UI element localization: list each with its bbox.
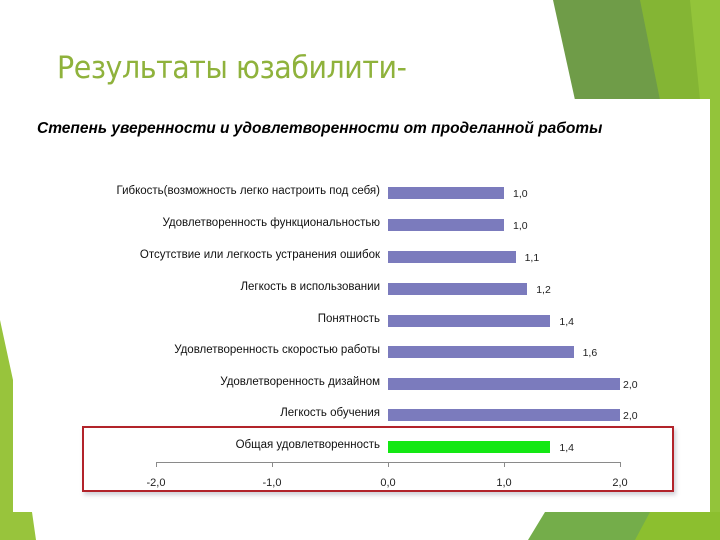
x-tick (156, 462, 157, 467)
bar-row: Понятность 1,4 (14, 313, 710, 329)
x-tick (504, 462, 505, 467)
category-label: Легкость в использовании (240, 281, 380, 293)
x-tick (272, 462, 273, 467)
bar (388, 441, 551, 453)
bar (388, 315, 551, 327)
value-label: 1,1 (524, 252, 540, 264)
category-label: Гибкость(возможность легко настроить под… (116, 185, 381, 197)
bar (388, 283, 528, 295)
bar (388, 187, 504, 199)
value-label: 1,2 (536, 284, 551, 296)
bar-row: Общая удовлетворенность 1,4 (14, 439, 710, 455)
x-tick-label: -2,0 (146, 477, 166, 489)
category-label: Легкость обучения (280, 407, 380, 419)
highlight-box-overall (82, 426, 674, 492)
category-label: Общая удовлетворенность (235, 439, 380, 451)
category-label: Отсутствие или легкость устранения ошибо… (139, 249, 380, 261)
x-tick-label: 0,0 (380, 477, 396, 489)
x-tick (388, 462, 389, 467)
bar-row: Удовлетворенность функциональностью 1,0 (14, 217, 710, 233)
slide-title: Результаты юзабилити- (57, 50, 407, 86)
value-label: 1,0 (513, 188, 528, 200)
bar-row: Отсутствие или легкость устранения ошибо… (14, 249, 710, 265)
bar-row: Легкость обучения 2,0 (14, 407, 710, 423)
bar (388, 409, 620, 421)
category-label: Удовлетворенность функциональностью (162, 217, 380, 229)
chart-title: Степень уверенности и удовлетворенности … (37, 120, 603, 137)
bar-row: Легкость в использовании 1,2 (14, 281, 710, 297)
bar-row: Удовлетворенность дизайном 2,0 (14, 376, 710, 392)
x-tick-label: 1,0 (496, 477, 512, 489)
bar (388, 219, 504, 231)
category-label: Понятность (317, 313, 380, 325)
category-label: Удовлетворенность скоростью работы (174, 344, 380, 356)
bar-chart: Степень уверенности и удовлетворенности … (14, 99, 710, 512)
bar (388, 251, 516, 263)
x-tick-label: 2,0 (612, 477, 628, 489)
value-label: 1,4 (559, 442, 574, 454)
bar-row: Гибкость(возможность легко настроить под… (14, 185, 710, 201)
x-tick (620, 462, 621, 467)
x-tick-label: -1,0 (262, 477, 282, 489)
value-label: 1,4 (559, 316, 574, 328)
bar (388, 346, 574, 358)
value-label: 2,0 (623, 410, 638, 422)
category-label: Удовлетворенность дизайном (220, 376, 380, 388)
value-label: 1,0 (513, 220, 528, 232)
value-label: 1,6 (582, 347, 598, 359)
value-label: 2,0 (623, 379, 638, 391)
bar (388, 378, 620, 390)
bar-row: Удовлетворенность скоростью работы 1,6 (14, 344, 710, 360)
